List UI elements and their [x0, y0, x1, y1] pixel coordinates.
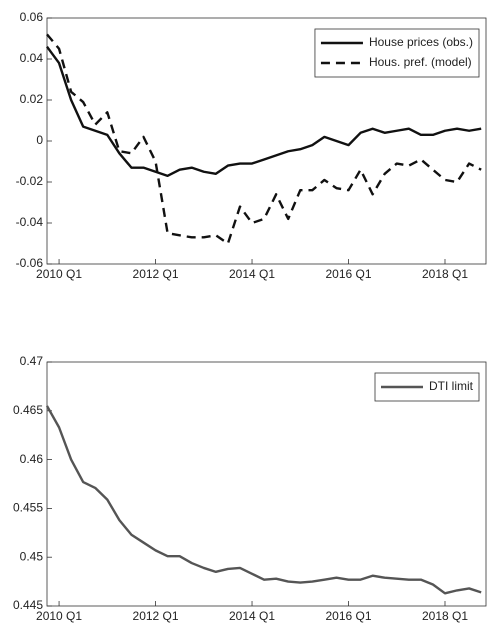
x-tick-label: 2016 Q1 [325, 267, 371, 281]
y-tick-label: 0.06 [20, 10, 44, 24]
y-tick-label: 0.45 [20, 549, 44, 563]
x-tick-label: 2012 Q1 [133, 267, 179, 281]
y-tick-label: 0.46 [20, 452, 44, 466]
y-tick-label: 0 [36, 133, 43, 147]
x-tick-label: 2012 Q1 [133, 609, 179, 623]
x-tick-label: 2016 Q1 [325, 609, 371, 623]
x-tick-label: 2018 Q1 [422, 609, 468, 623]
legend: DTI limit [374, 372, 480, 402]
y-tick-label: 0.02 [20, 92, 44, 106]
legend: House prices (obs.) Hous. pref. (model) [314, 28, 480, 78]
y-tick-label: -0.04 [16, 215, 44, 229]
data-line [46, 45, 482, 178]
y-tick-label: 0.455 [13, 501, 43, 515]
x-tick-label: 2014 Q1 [229, 609, 275, 623]
plot-area [46, 361, 487, 607]
legend-label: House prices (obs.) [369, 35, 473, 49]
y-tick-label: -0.06 [16, 256, 44, 270]
y-tick-label: 0.47 [20, 354, 44, 368]
y-tick-label: 0.465 [13, 403, 43, 417]
y-tick-label: -0.02 [16, 174, 44, 188]
y-tick-label: 0.04 [20, 51, 44, 65]
x-tick-label: 2018 Q1 [422, 267, 468, 281]
x-tick-label: 2010 Q1 [36, 609, 82, 623]
x-tick-label: 2010 Q1 [36, 267, 82, 281]
legend-label: DTI limit [429, 379, 474, 393]
legend-label: Hous. pref. (model) [369, 55, 472, 69]
x-tick-label: 2014 Q1 [229, 267, 275, 281]
legend-box [314, 28, 480, 78]
data-line [45, 405, 482, 595]
y-tick-label: 0.445 [13, 598, 43, 612]
